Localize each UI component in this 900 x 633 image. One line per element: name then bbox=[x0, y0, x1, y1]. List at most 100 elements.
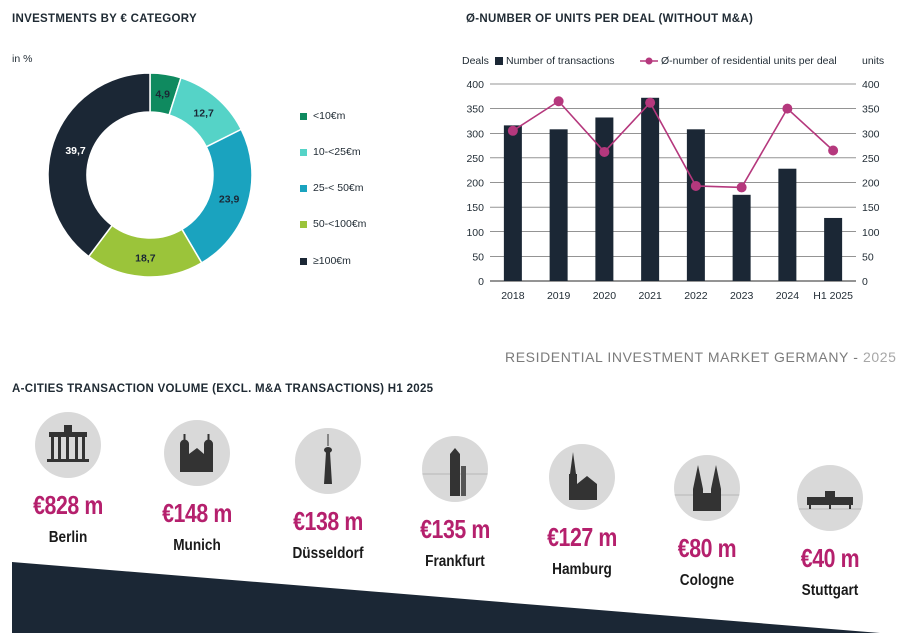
report-banner: RESIDENTIAL INVESTMENT MARKET GERMANY - … bbox=[505, 349, 897, 365]
bar bbox=[686, 129, 705, 281]
x-tick-label: H1 2025 bbox=[813, 290, 853, 302]
x-tick-label: 2022 bbox=[684, 290, 708, 302]
palace-icon bbox=[797, 465, 863, 531]
donut-legend-item: 25-< 50€m bbox=[300, 182, 364, 194]
y-tick-label: 300 bbox=[466, 128, 484, 140]
city-berlin: €828 m Berlin bbox=[3, 412, 133, 547]
banner-year: 2025 bbox=[862, 349, 897, 365]
legend-bar-swatch bbox=[495, 57, 503, 65]
donut-slice-label: 23,9 bbox=[219, 193, 240, 205]
bar-chart-title: Ø-NUMBER OF UNITS PER DEAL (WITHOUT M&A) bbox=[466, 13, 754, 25]
bar bbox=[824, 217, 843, 281]
y-tick-label: 150 bbox=[466, 202, 484, 214]
tv-tower-icon bbox=[295, 428, 361, 494]
legend-label: 10-<25€m bbox=[313, 146, 361, 158]
legend-label: ≥100€m bbox=[313, 255, 351, 267]
donut-slice bbox=[47, 72, 151, 258]
city-stuttgart: €40 m Stuttgart bbox=[765, 465, 895, 600]
legend-swatch bbox=[300, 112, 307, 120]
legend-label: 50-<100€m bbox=[313, 218, 367, 230]
city-hamburg: €127 m Hamburg bbox=[517, 444, 647, 579]
bar bbox=[595, 117, 614, 282]
skyscraper-icon bbox=[422, 436, 488, 502]
decorative-wedge bbox=[12, 562, 880, 633]
y-tick-label: 50 bbox=[472, 251, 484, 263]
donut-chart-subtitle: in % bbox=[12, 53, 33, 65]
legend-label: <10€m bbox=[313, 110, 346, 122]
donut-legend-item: ≥100€m bbox=[300, 255, 351, 267]
banner-text: RESIDENTIAL INVESTMENT MARKET GERMANY - bbox=[505, 349, 863, 365]
y-tick-label: 200 bbox=[466, 178, 484, 190]
line-point bbox=[736, 182, 747, 193]
legend-bars: Number of transactions bbox=[495, 55, 615, 67]
city-frankfurt: €135 m Frankfurt bbox=[390, 436, 520, 571]
y-tick-label: 100 bbox=[466, 227, 484, 239]
city-cologne: €80 m Cologne bbox=[642, 455, 772, 590]
y2-axis-label: units bbox=[862, 55, 885, 67]
legend-bar-label: Number of transactions bbox=[506, 55, 615, 67]
donut-slice-label: 4,9 bbox=[155, 88, 170, 100]
legend-swatch bbox=[300, 148, 307, 156]
donut-slice-label: 12,7 bbox=[193, 107, 214, 119]
city-duesseldorf: €138 m Düsseldorf bbox=[263, 428, 393, 563]
donut-legend-item: 50-<100€m bbox=[300, 218, 366, 230]
line-point bbox=[507, 125, 518, 136]
legend-swatch bbox=[300, 220, 307, 228]
y2-tick-label: 200 bbox=[862, 178, 880, 190]
y2-tick-label: 250 bbox=[862, 153, 880, 165]
y2-tick-label: 350 bbox=[862, 104, 880, 116]
donut-slice-label: 18,7 bbox=[135, 252, 156, 264]
city-name: Frankfurt bbox=[425, 553, 485, 570]
line-point bbox=[690, 180, 701, 191]
city-volume: €828 m bbox=[33, 490, 103, 520]
x-tick-label: 2023 bbox=[730, 290, 754, 302]
city-volume: €127 m bbox=[547, 522, 617, 552]
brandenburg-gate-icon bbox=[35, 412, 101, 478]
donut-chart-title: INVESTMENTS BY € CATEGORY bbox=[12, 13, 197, 25]
y2-tick-label: 300 bbox=[862, 128, 880, 140]
y-tick-label: 250 bbox=[466, 153, 484, 165]
legend-line-swatch bbox=[640, 57, 658, 65]
y2-tick-label: 400 bbox=[862, 79, 880, 91]
y-tick-label: 400 bbox=[466, 79, 484, 91]
city-volume: €138 m bbox=[293, 506, 363, 536]
donut-chart: 4,9 12,7 23,9 18,7 39,7 bbox=[47, 72, 253, 278]
bar bbox=[732, 194, 751, 281]
donut-legend-item: <10€m bbox=[300, 110, 345, 122]
city-name: Munich bbox=[173, 537, 221, 554]
legend-line: Ø-number of residential units per deal bbox=[640, 55, 837, 67]
cities-title: A-CITIES TRANSACTION VOLUME (EXCL. M&A T… bbox=[12, 383, 434, 395]
x-tick-label: 2024 bbox=[776, 290, 800, 302]
city-name: Hamburg bbox=[552, 561, 612, 578]
legend-swatch bbox=[300, 184, 307, 192]
frauenkirche-icon bbox=[164, 420, 230, 486]
line-point bbox=[553, 96, 564, 107]
line-point bbox=[828, 145, 839, 156]
city-munich: €148 m Munich bbox=[132, 420, 262, 555]
city-name: Cologne bbox=[679, 572, 735, 589]
city-name: Düsseldorf bbox=[292, 545, 364, 562]
line-point bbox=[599, 146, 610, 157]
x-tick-label: 2018 bbox=[501, 290, 525, 302]
donut-legend-item: 10-<25€m bbox=[300, 146, 361, 158]
x-tick-label: 2021 bbox=[638, 290, 662, 302]
line-series bbox=[512, 100, 834, 189]
donut-slice-label: 39,7 bbox=[65, 145, 86, 157]
bar bbox=[503, 125, 522, 282]
y-tick-label: 0 bbox=[478, 276, 484, 288]
line-point bbox=[645, 97, 656, 108]
x-tick-label: 2019 bbox=[547, 290, 571, 302]
y2-tick-label: 50 bbox=[862, 251, 874, 263]
bar bbox=[778, 168, 797, 281]
cathedral-icon bbox=[674, 455, 740, 521]
legend-swatch bbox=[300, 257, 307, 265]
y-axis-label: Deals bbox=[462, 55, 489, 67]
city-name: Berlin bbox=[48, 529, 88, 546]
legend-line-label: Ø-number of residential units per deal bbox=[661, 55, 837, 67]
church-tower-icon bbox=[549, 444, 615, 510]
city-volume: €148 m bbox=[162, 498, 232, 528]
y-tick-label: 350 bbox=[466, 104, 484, 116]
x-tick-label: 2020 bbox=[593, 290, 617, 302]
city-volume: €135 m bbox=[420, 514, 490, 544]
bar-line-chart: 0 0 50 50 100 100 150 150 200 200 250 250 300 300 350 3… bbox=[466, 79, 880, 302]
